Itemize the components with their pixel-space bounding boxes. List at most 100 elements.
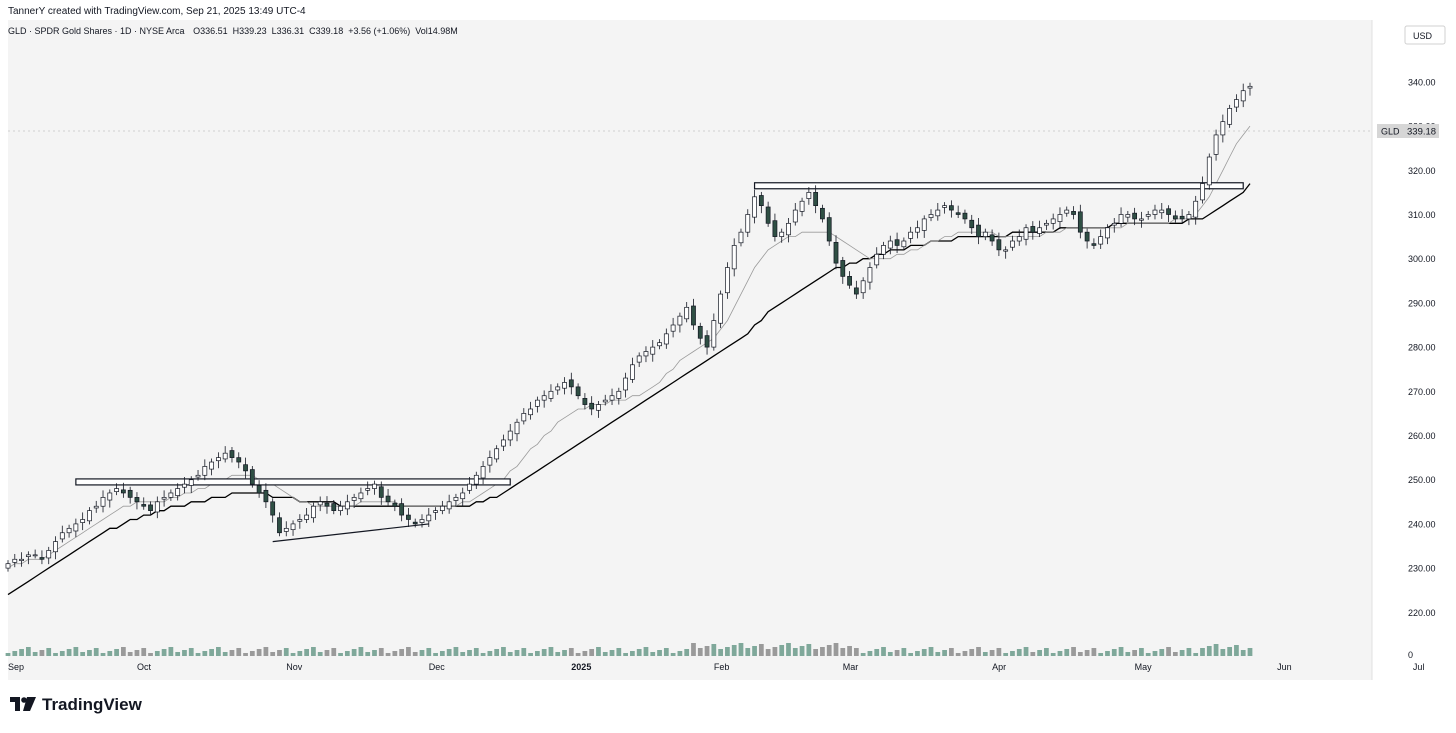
volume-bar — [602, 652, 608, 656]
symbol-info[interactable]: GLD · SPDR Gold Shares · 1D · NYSE Arca — [8, 26, 185, 36]
volume-bar — [949, 648, 954, 656]
candle-body — [887, 240, 893, 249]
volume-bar — [399, 649, 405, 656]
candle-body — [725, 267, 730, 294]
volume-bar — [1227, 647, 1233, 656]
logo-text: TradingView — [42, 695, 142, 714]
candle-body — [962, 212, 968, 220]
candle-body — [256, 485, 262, 494]
volume-bar — [1105, 651, 1110, 656]
candle-body — [711, 320, 717, 348]
candle-body — [765, 206, 771, 224]
volume-bar — [867, 651, 873, 656]
credit-text: TannerY created with TradingView.com, Se… — [8, 6, 306, 17]
candle-body — [731, 245, 737, 270]
candle-body — [385, 495, 391, 503]
volume-bar — [433, 653, 438, 656]
candle-body — [1247, 85, 1253, 89]
candle-body — [541, 395, 547, 401]
candle-body — [853, 287, 859, 295]
last-price-tag: GLD 339.18 — [1377, 124, 1439, 138]
candle-body — [1166, 208, 1171, 215]
y-tick-label: 340.00 — [1408, 77, 1436, 87]
candle-body — [419, 519, 425, 523]
volume-bar — [758, 644, 764, 656]
candle-body — [1111, 222, 1117, 226]
candle-body — [229, 450, 235, 458]
volume-bar — [1091, 648, 1097, 656]
volume-bar — [141, 648, 147, 656]
currency-box[interactable]: USD — [1404, 25, 1446, 45]
volume-bar — [195, 653, 201, 656]
candle-body — [514, 421, 520, 435]
candle-body — [786, 222, 791, 236]
candle-body — [915, 227, 920, 233]
volume-bar — [1023, 647, 1029, 656]
support-trendline — [272, 523, 429, 543]
candle-body — [331, 503, 337, 512]
candle-body — [602, 399, 608, 403]
volume-bar — [989, 650, 995, 656]
candle-body — [433, 510, 438, 513]
candle-body — [317, 501, 323, 506]
candle-body — [942, 205, 947, 208]
candle-body — [548, 390, 554, 399]
volume-bar — [331, 648, 337, 656]
candle-body — [1139, 218, 1144, 221]
volume-bar — [1118, 647, 1124, 656]
volume-bar — [847, 646, 852, 656]
volume-bar — [270, 652, 276, 656]
time-axis[interactable]: SepOctNovDec2025FebMarAprMayJunJulAugSep… — [8, 662, 1456, 672]
candle-body — [195, 474, 201, 478]
candle-body — [1172, 215, 1178, 220]
candle-body — [277, 517, 282, 534]
volume-bar — [148, 653, 153, 656]
candle-body — [236, 457, 242, 463]
tradingview-logo[interactable]: TradingView — [10, 694, 142, 716]
candle-body — [833, 241, 839, 264]
volume-bar — [901, 648, 907, 656]
volume-bar — [596, 647, 601, 656]
candle-body — [1030, 226, 1036, 233]
candle-body — [684, 306, 690, 320]
volume-bar — [962, 651, 968, 656]
volume-bar — [19, 649, 24, 656]
volume-bar — [283, 648, 289, 656]
candle-body — [311, 505, 316, 519]
volume-bar — [209, 649, 214, 656]
candle-body — [378, 486, 384, 498]
volume-bar — [372, 650, 377, 656]
x-tick-label: Oct — [137, 662, 152, 672]
volume-layer — [5, 643, 1253, 656]
candle-body — [976, 224, 981, 237]
candle-body — [1050, 218, 1056, 224]
resistance-box — [753, 182, 1244, 190]
candle-body — [344, 501, 350, 510]
volume-bar — [765, 649, 771, 656]
volume-bar — [650, 652, 656, 656]
volume-bar — [100, 653, 106, 656]
candle-body — [528, 408, 533, 416]
volume-bar — [121, 647, 126, 656]
volume-bar — [630, 651, 635, 656]
volume-bar — [745, 648, 751, 656]
slow-moving-average-line — [7, 183, 1251, 596]
volume-bar — [1016, 649, 1022, 656]
volume-bar — [555, 652, 561, 656]
volume-bar — [1166, 647, 1171, 656]
candle-body — [643, 351, 649, 357]
candle-body — [779, 231, 785, 237]
volume-bar — [392, 651, 398, 656]
price-tag-bg — [1377, 124, 1439, 138]
annotations — [75, 182, 1244, 543]
volume-bar — [311, 647, 316, 656]
volume-bar — [1234, 645, 1239, 656]
volume-bar — [1145, 653, 1151, 656]
volume-bar — [1030, 652, 1036, 656]
candle-body — [752, 196, 757, 218]
volume-bar — [419, 650, 425, 656]
volume-bar — [1071, 647, 1076, 656]
volume-bar — [344, 651, 350, 656]
candle-body — [555, 386, 561, 391]
